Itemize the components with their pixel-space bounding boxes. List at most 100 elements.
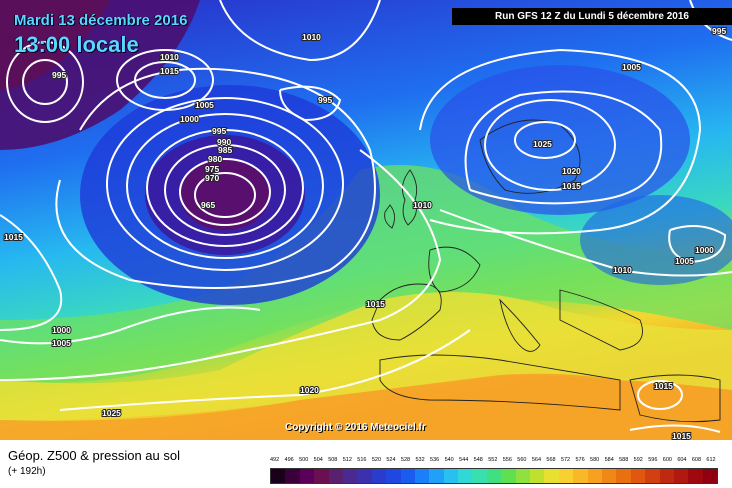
scale-swatch	[386, 469, 401, 483]
isobar-labels: 995 1010 1015 1005 1000 995 990 985 980 …	[3, 25, 727, 440]
scale-tick-label: 576	[575, 457, 585, 463]
isobar-label: 1015	[4, 232, 23, 242]
isobar-label: 1005	[675, 256, 694, 266]
scale-swatch	[630, 469, 646, 483]
isobar-label: 965	[201, 200, 215, 210]
isobar-label: 1005	[622, 62, 641, 72]
isobar-label: 990	[217, 137, 231, 147]
isobar-label: 1015	[562, 181, 581, 191]
isobar-label: 975	[205, 164, 219, 174]
scale-tick-label: 592	[633, 457, 643, 463]
isobar-label: 1025	[533, 139, 552, 149]
forecast-time: 13:00 locale	[14, 32, 139, 57]
scale-swatch	[673, 469, 689, 483]
scale-tick-label: 504	[313, 457, 323, 463]
scale-swatch	[702, 469, 718, 483]
scale-tick-label: 584	[604, 457, 614, 463]
scale-tick-label: 496	[284, 457, 294, 463]
scale-tick-label: 524	[386, 457, 396, 463]
scale-tick-label: 612	[706, 457, 716, 463]
scale-swatch	[443, 469, 459, 483]
isobar-label: 1010	[302, 32, 321, 42]
isobar-label: 1000	[180, 114, 199, 124]
scale-tick-label: 564	[531, 457, 542, 463]
scale-swatch	[314, 469, 329, 483]
scale-tick-label: 512	[342, 457, 352, 463]
scale-tick-label: 552	[488, 457, 498, 463]
scale-tick-label: 588	[619, 457, 629, 463]
isobar-label: 1010	[160, 52, 179, 62]
scale-swatch	[616, 469, 631, 483]
scale-swatch	[530, 469, 545, 483]
scale-tick-label: 604	[677, 457, 687, 463]
scale-tick-label: 500	[299, 457, 309, 463]
scale-tick-label: 508	[328, 457, 338, 463]
scale-swatch	[573, 469, 588, 483]
scale-swatch	[371, 469, 387, 483]
scale-tick-label: 560	[517, 457, 527, 463]
scale-tick-label: 568	[546, 457, 556, 463]
scale-swatch	[688, 469, 703, 483]
forecast-date: Mardi 13 décembre 2016	[14, 12, 188, 29]
isobars	[0, 0, 732, 433]
scale-tick-label: 532	[415, 457, 425, 463]
scale-swatch	[601, 469, 617, 483]
isobar-label: 1015	[654, 381, 673, 391]
model-run-label: Run GFS 12 Z du Lundi 5 décembre 2016	[452, 8, 732, 25]
scale-swatch	[645, 469, 660, 483]
isobar-label: 1010	[413, 200, 432, 210]
isobar-label: 1000	[52, 325, 71, 335]
scale-tick-label: 608	[691, 457, 702, 463]
isobar-label: 1010	[613, 265, 632, 275]
scale-tick-label: 548	[473, 457, 483, 463]
scale-swatch	[558, 469, 574, 483]
z500-green-band	[0, 165, 732, 383]
low-core-inner	[180, 160, 270, 230]
isobar-label: 1000	[695, 245, 714, 255]
scale-swatch	[271, 469, 286, 483]
scale-tick-label: 528	[400, 457, 411, 463]
forecast-lead: (+ 192h)	[8, 466, 46, 477]
scale-swatch	[342, 469, 358, 483]
copyright-notice: Copyright © 2016 Meteociel.fr	[285, 422, 426, 433]
isobar-label: 1020	[300, 385, 319, 395]
scale-tick-label: 544	[459, 457, 469, 463]
scale-swatch	[328, 469, 343, 483]
scale-swatch	[429, 469, 444, 483]
scale-swatch	[659, 469, 674, 483]
coastlines	[371, 119, 721, 423]
scale-tick-label: 556	[502, 457, 512, 463]
isobar-label: 1005	[195, 100, 214, 110]
isobar-label: 1015	[366, 299, 385, 309]
scale-swatch	[544, 469, 559, 483]
isobar-label: 985	[218, 145, 232, 155]
scale-tick-label: 536	[430, 457, 440, 463]
scale-tick-label: 600	[662, 457, 672, 463]
scale-swatch	[587, 469, 602, 483]
isobar-label: 1005	[52, 338, 71, 348]
scale-tick-label: 492	[270, 457, 280, 463]
scale-swatch	[299, 469, 315, 483]
isobar-label: 970	[205, 173, 219, 183]
isobar-label: 995	[318, 95, 332, 105]
color-scale-ticks: 492 496 500 504 508 512 516 520 524 528 532 536 540 5…	[270, 457, 716, 467]
color-scale-bar	[270, 468, 718, 484]
scale-tick-label: 572	[560, 457, 571, 463]
scale-swatch	[285, 469, 300, 483]
scale-tick-label: 596	[648, 457, 658, 463]
scale-tick-label: 520	[371, 457, 382, 463]
z500-yellow-band	[0, 292, 732, 420]
map-title: Géop. Z500 & pression au sol	[8, 448, 180, 463]
weather-map: 995 1010 1015 1005 1000 995 990 985 980 …	[0, 0, 732, 440]
scale-tick-label: 540	[444, 457, 454, 463]
scale-swatch	[357, 469, 372, 483]
scale-tick-label: 516	[357, 457, 367, 463]
isobar-label: 1015	[160, 66, 179, 76]
scale-swatch	[501, 469, 516, 483]
map-canvas: 995 1010 1015 1005 1000 995 990 985 980 …	[0, 0, 732, 440]
scale-swatch	[458, 469, 473, 483]
isobar-label: 995	[712, 26, 726, 36]
isobar-label: 1025	[102, 408, 121, 418]
isobar-label: 980	[208, 154, 222, 164]
scale-swatch	[515, 469, 531, 483]
